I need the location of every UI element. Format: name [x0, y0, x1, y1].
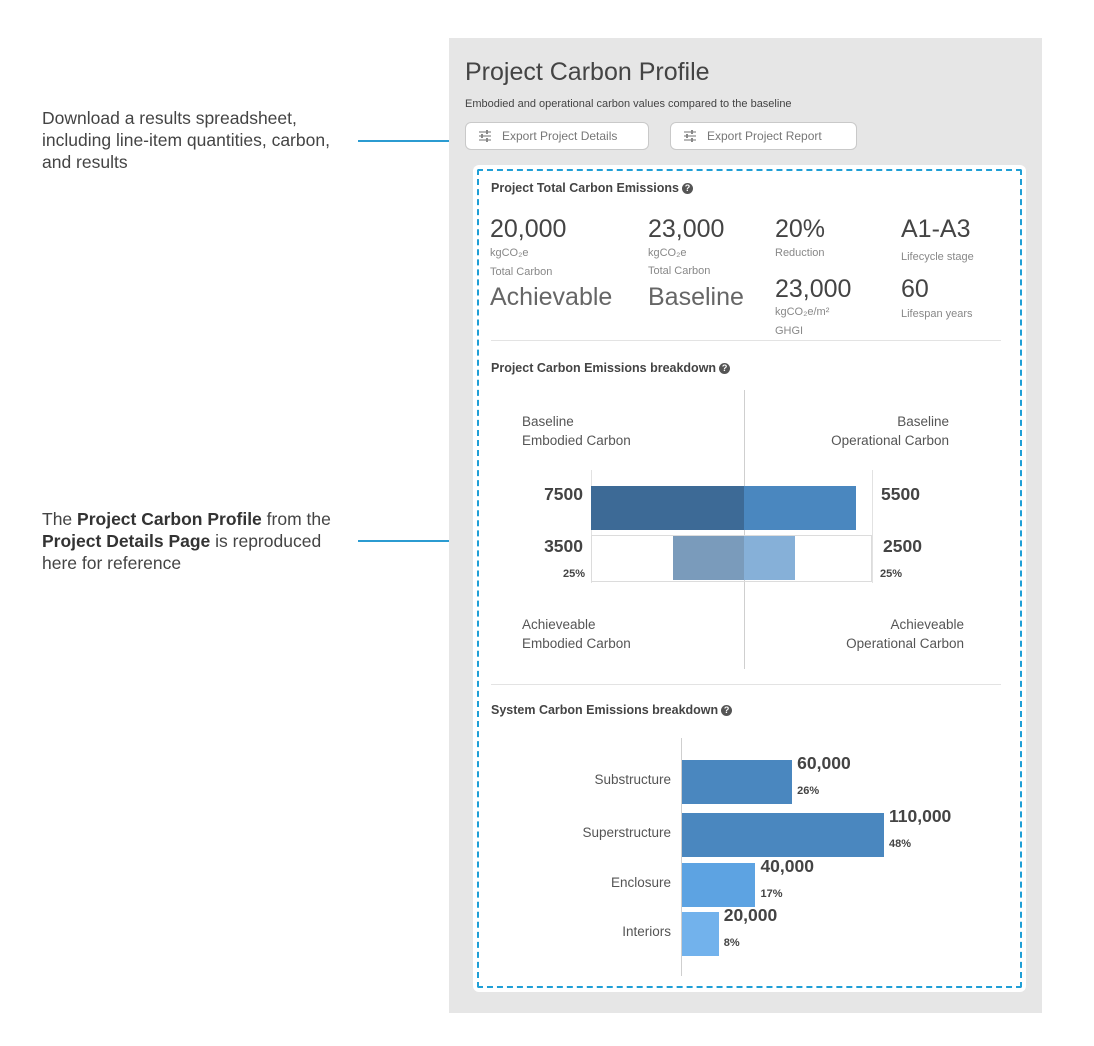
system-title: System Carbon Emissions breakdown? — [491, 703, 733, 717]
baseline-word: Baseline — [648, 283, 744, 311]
achievable-embodied-label: Achieveable Embodied Carbon — [522, 615, 631, 653]
baseline-embodied-label-1: Baseline — [522, 414, 574, 429]
export-report-button[interactable]: Export Project Report — [670, 122, 857, 150]
achievable-embodied-bar — [672, 536, 744, 580]
baseline-operational-label-1: Baseline — [897, 414, 949, 429]
lifecycle-stage-value: A1-A3 — [901, 215, 971, 243]
system-bar — [682, 760, 793, 804]
lifecycle-stage-caption: Lifecycle stage — [901, 251, 974, 263]
system-bar-value: 20,000 — [723, 905, 778, 925]
achievable-unit: kgCO₂e — [490, 247, 529, 259]
lifespan-value: 60 — [901, 275, 929, 303]
system-bar — [682, 813, 884, 857]
system-category-label: Substructure — [594, 772, 671, 787]
achievable-embodied-label-2: Embodied Carbon — [522, 636, 631, 651]
totals-title: Project Total Carbon Emissions? — [491, 181, 694, 195]
profile-card: Project Total Carbon Emissions? 20,000 k… — [473, 165, 1026, 992]
panel-subtitle: Embodied and operational carbon values c… — [465, 98, 792, 110]
achievable-caption: Total Carbon — [490, 266, 553, 278]
export-annotation-line — [358, 140, 464, 142]
export-details-button[interactable]: Export Project Details — [465, 122, 649, 150]
export-details-label: Export Project Details — [502, 129, 618, 143]
achievable-operational-label: Achieveable Operational Carbon — [846, 615, 964, 653]
profile-annotation: The Project Carbon Profile from the Proj… — [42, 508, 347, 574]
reduction-value: 20% — [775, 215, 826, 243]
achievable-total-value: 20,000 — [490, 215, 567, 243]
help-icon[interactable]: ? — [719, 363, 731, 374]
system-bar-value: 110,000 — [889, 806, 952, 826]
system-bar-percent: 26% — [797, 785, 820, 797]
sliders-icon — [479, 130, 491, 142]
breakdown-title-text: Project Carbon Emissions breakdown — [491, 361, 717, 375]
breakdown-title: Project Carbon Emissions breakdown? — [491, 361, 731, 375]
baseline-operational-label-2: Operational Carbon — [831, 433, 949, 448]
system-title-text: System Carbon Emissions breakdown — [491, 703, 719, 717]
panel-title: Project Carbon Profile — [465, 58, 710, 86]
system-axis — [681, 738, 682, 976]
reduction-caption: Reduction — [775, 247, 825, 259]
system-category-label: Interiors — [622, 924, 671, 939]
sliders-icon — [684, 130, 696, 142]
achievable-embodied-value: 3500 — [544, 536, 583, 556]
ghgi-unit: kgCO₂e/m² — [775, 306, 830, 318]
achievable-word: Achievable — [490, 283, 613, 311]
embodied-reduction-percent: 25% — [562, 568, 585, 580]
achievable-embodied-label-1: Achieveable — [522, 617, 596, 632]
baseline-total-value: 23,000 — [648, 215, 725, 243]
system-category-label: Superstructure — [582, 825, 671, 840]
profile-annotation-bold1: Project Carbon Profile — [77, 509, 262, 529]
baseline-embodied-label: Baseline Embodied Carbon — [522, 412, 631, 450]
baseline-embodied-label-2: Embodied Carbon — [522, 433, 631, 448]
baseline-operational-label: Baseline Operational Carbon — [831, 412, 949, 450]
system-bar-percent: 8% — [723, 937, 740, 949]
baseline-embodied-bar — [591, 486, 744, 530]
profile-annotation-bold2: Project Details Page — [42, 531, 211, 551]
section-divider — [491, 684, 1001, 685]
achievable-operational-bar — [744, 536, 795, 580]
carbon-profile-panel: Project Carbon Profile Embodied and oper… — [449, 38, 1042, 1013]
system-bar-value: 40,000 — [760, 856, 814, 876]
ghgi-value: 23,000 — [775, 275, 852, 303]
profile-annotation-post: is reproduced here for reference — [42, 531, 322, 573]
system-category-label: Enclosure — [610, 875, 671, 890]
lifespan-caption: Lifespan years — [901, 308, 973, 320]
help-icon[interactable]: ? — [682, 183, 694, 194]
totals-title-text: Project Total Carbon Emissions — [491, 181, 680, 195]
baseline-embodied-value: 7500 — [544, 484, 583, 504]
baseline-operational-bar — [744, 486, 857, 530]
operational-reduction-percent: 25% — [880, 568, 903, 580]
achievable-operational-label-2: Operational Carbon — [846, 636, 964, 651]
profile-annotation-pre: The — [42, 509, 78, 529]
profile-annotation-line — [358, 540, 475, 542]
export-report-label: Export Project Report — [707, 129, 822, 143]
profile-annotation-mid: from the — [261, 509, 331, 529]
system-bar — [682, 912, 719, 956]
system-bar-value: 60,000 — [797, 753, 851, 773]
export-annotation: Download a results spreadsheet, includin… — [42, 108, 330, 172]
achievable-operational-label-1: Achieveable — [890, 617, 964, 632]
achievable-row-frame — [591, 535, 872, 582]
ghgi-caption: GHGI — [775, 325, 804, 337]
section-divider — [491, 340, 1001, 341]
system-bar — [682, 863, 756, 907]
breakdown-right-axis — [872, 470, 873, 583]
system-bar-percent: 48% — [889, 838, 912, 850]
help-icon[interactable]: ? — [721, 705, 733, 716]
achievable-operational-value: 2500 — [883, 536, 922, 556]
baseline-caption: Total Carbon — [648, 265, 711, 277]
baseline-operational-value: 5500 — [881, 484, 920, 504]
system-bar-percent: 17% — [760, 888, 783, 900]
baseline-unit: kgCO₂e — [648, 247, 687, 259]
